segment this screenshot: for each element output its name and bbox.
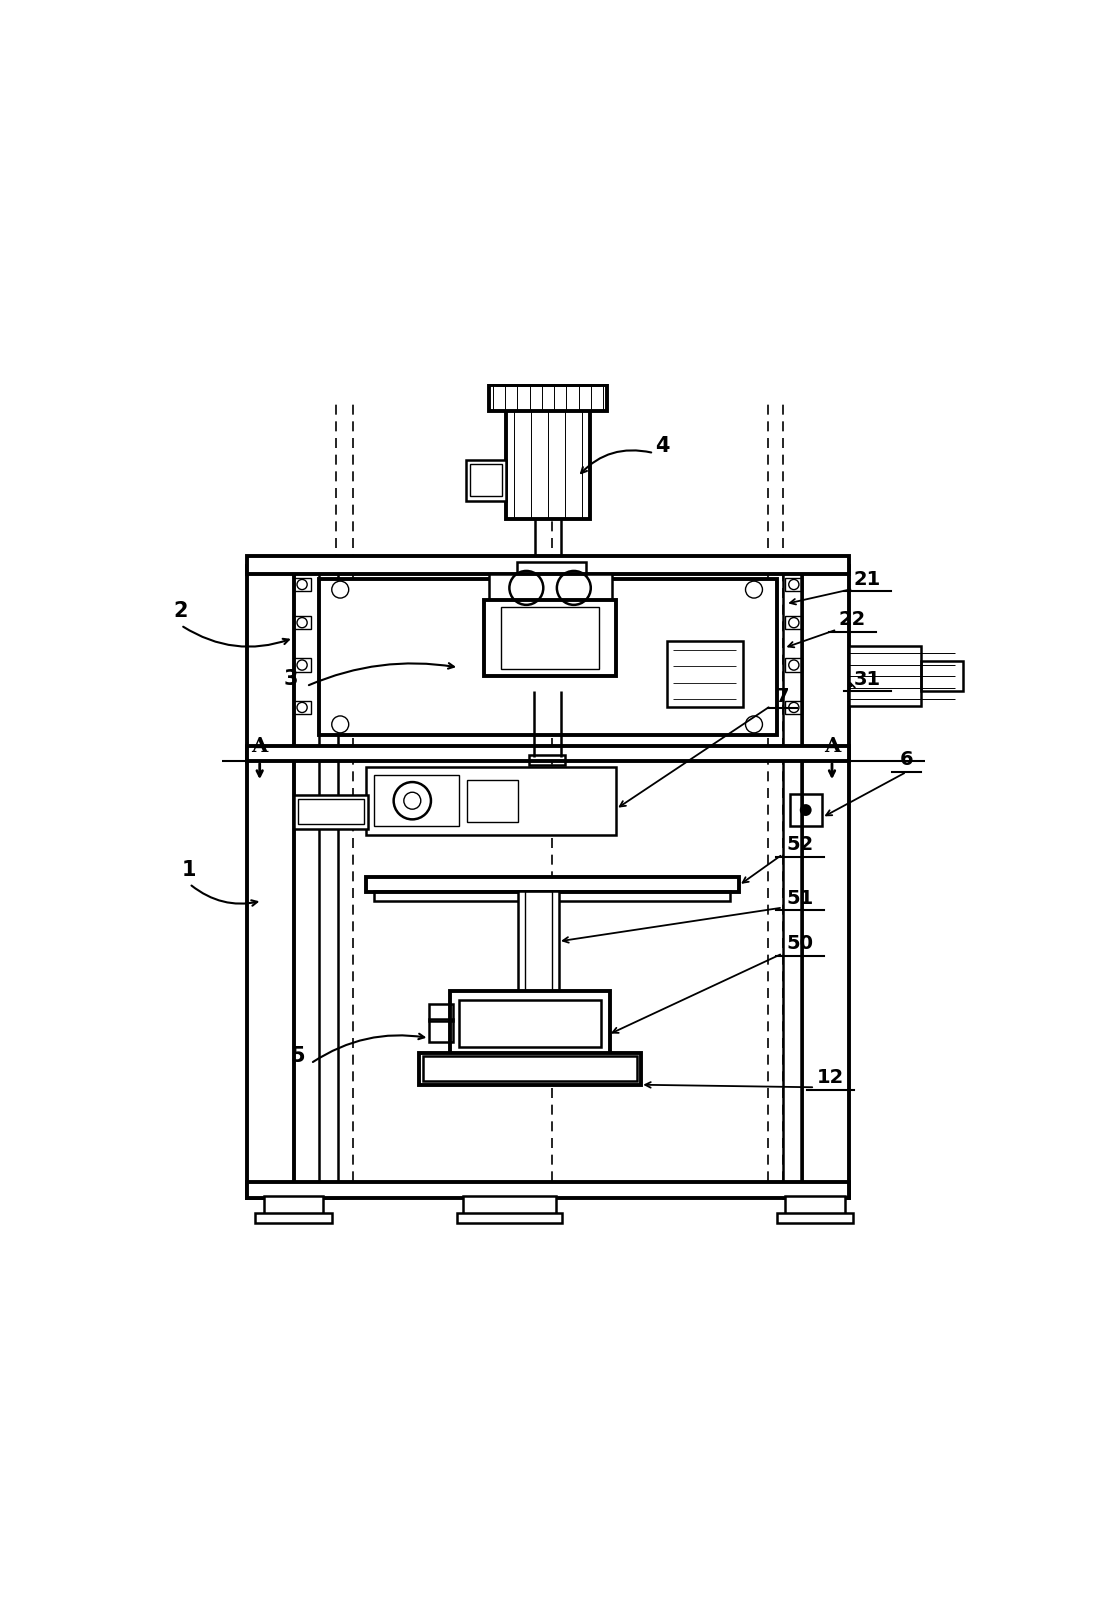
- Text: 4: 4: [655, 435, 670, 456]
- Bar: [293, 700, 311, 715]
- Bar: [785, 659, 802, 672]
- Bar: [849, 646, 921, 705]
- Bar: [247, 745, 849, 761]
- Bar: [519, 891, 559, 993]
- Circle shape: [800, 804, 812, 815]
- Bar: [516, 561, 586, 574]
- Bar: [429, 1019, 453, 1043]
- Text: A: A: [824, 736, 840, 756]
- Bar: [463, 1196, 557, 1215]
- Bar: [264, 1196, 324, 1215]
- Bar: [485, 600, 616, 676]
- Text: 21: 21: [854, 569, 882, 588]
- Bar: [319, 579, 777, 736]
- Bar: [505, 397, 591, 520]
- Text: 12: 12: [816, 1068, 843, 1087]
- Bar: [489, 385, 607, 411]
- Bar: [466, 461, 507, 500]
- Bar: [467, 780, 519, 822]
- Bar: [470, 464, 502, 496]
- Text: 51: 51: [787, 889, 814, 908]
- Text: 3: 3: [283, 668, 299, 689]
- Bar: [802, 566, 849, 1198]
- Bar: [374, 891, 730, 900]
- Bar: [457, 1212, 562, 1223]
- Bar: [293, 616, 311, 630]
- Bar: [501, 606, 598, 670]
- Bar: [423, 1055, 637, 1081]
- Text: 6: 6: [899, 750, 913, 769]
- Bar: [247, 1182, 849, 1198]
- Text: A: A: [252, 736, 268, 756]
- Bar: [921, 662, 964, 691]
- Bar: [783, 566, 802, 1198]
- Text: 1: 1: [182, 860, 197, 879]
- Bar: [298, 800, 364, 825]
- Text: 52: 52: [787, 835, 814, 854]
- Text: 31: 31: [854, 670, 881, 689]
- Bar: [459, 999, 602, 1047]
- Bar: [293, 659, 311, 672]
- Bar: [785, 1196, 845, 1215]
- Bar: [529, 755, 565, 764]
- Bar: [293, 577, 311, 592]
- Bar: [365, 876, 738, 892]
- Bar: [293, 795, 369, 828]
- Bar: [319, 566, 338, 1198]
- Bar: [785, 616, 802, 630]
- Text: 7: 7: [776, 686, 790, 705]
- Bar: [365, 768, 616, 835]
- Text: 2: 2: [174, 601, 188, 620]
- Bar: [374, 776, 459, 827]
- Bar: [790, 795, 822, 827]
- Bar: [785, 577, 802, 592]
- Bar: [489, 574, 612, 601]
- Bar: [777, 1212, 853, 1223]
- Bar: [666, 641, 743, 707]
- Bar: [256, 1212, 331, 1223]
- Bar: [497, 369, 598, 385]
- Text: 5: 5: [291, 1046, 305, 1067]
- Text: 50: 50: [787, 934, 813, 953]
- Bar: [247, 566, 293, 1198]
- Bar: [785, 700, 802, 715]
- Bar: [429, 1004, 453, 1022]
- Bar: [451, 991, 609, 1055]
- Bar: [525, 891, 552, 993]
- Bar: [247, 556, 849, 574]
- Bar: [419, 1052, 641, 1084]
- Text: 22: 22: [839, 611, 866, 630]
